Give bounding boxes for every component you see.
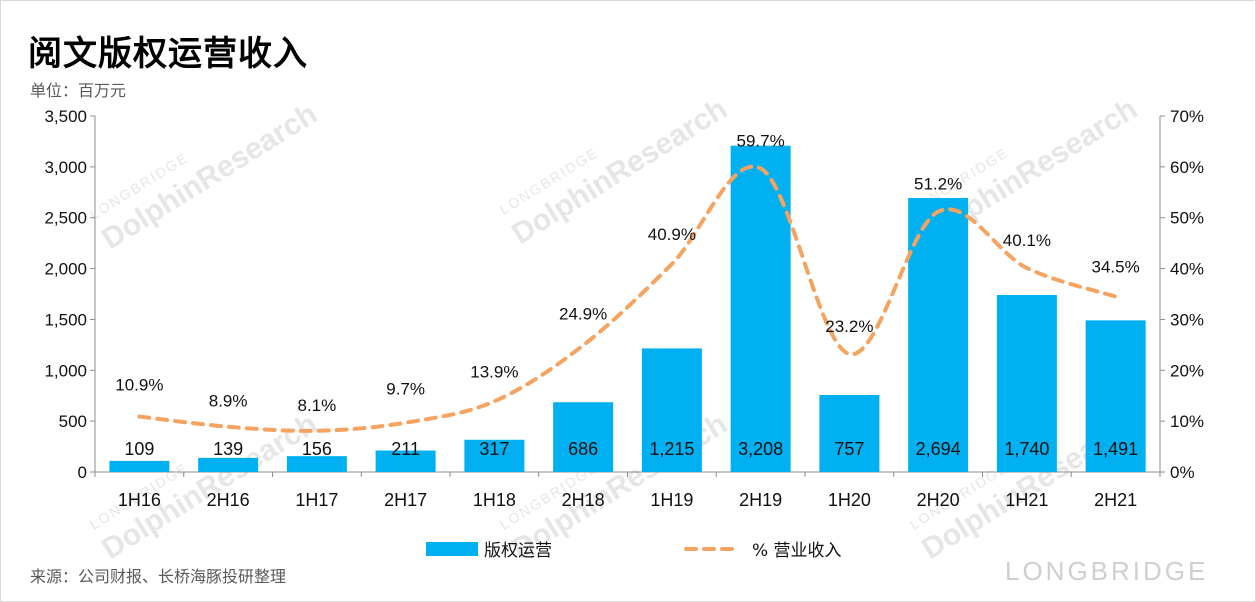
x-tick-label: 1H21 [1005,490,1048,510]
bar-value-label: 1,740 [1004,439,1049,459]
x-tick-label: 2H20 [917,490,960,510]
legend: 版权运营 % 营业收入 [426,541,842,561]
pct-value-label: 23.2% [825,317,873,336]
axes: 0 500 1,000 1,500 2,000 2,500 3,000 3,500 0% 10% 2… [44,107,1204,482]
pct-value-label: 10.9% [115,376,163,395]
y-tick-label: 3,000 [44,158,87,177]
y2-tick-label: 30% [1170,310,1204,329]
bar-value-label: 139 [213,439,243,459]
bar-1H16 [109,460,170,472]
x-tick-label: 2H16 [207,490,250,510]
longbridge-logo: LONGBRIDGE [1005,556,1209,586]
pct-value-label: 40.9% [648,225,696,244]
y2-tick-label: 60% [1170,158,1204,177]
bar-value-label: 1,491 [1093,439,1138,459]
y2-tick-label: 0% [1170,463,1195,482]
bar-value-label: 156 [302,439,332,459]
pct-value-label: 24.9% [559,304,607,323]
y-tick-label: 1,000 [44,361,87,380]
source-note: 来源：公司财报、长桥海豚投研整理 [30,567,287,586]
y-tick-label: 1,500 [44,310,87,329]
bar-2H20 [908,197,969,472]
x-axis-labels: 1H16 2H16 1H17 2H17 1H18 2H18 1H19 2H19 1H20 2H20… [118,490,1137,510]
bar-2H21 [1085,320,1146,472]
pct-value-label: 34.5% [1092,258,1140,277]
bar-2H17 [375,450,436,472]
bar-value-label: 686 [568,439,598,459]
y-tick-label: 2,000 [44,260,87,279]
bar-1H17 [286,456,347,472]
bar-2H16 [198,457,259,472]
bar-2H19 [730,145,791,473]
bar-2H18 [553,402,614,472]
bar-value-label: 3,208 [738,439,783,459]
bar-1H19 [641,348,702,472]
line-labels: 10.9% 8.9% 8.1% 9.7% 13.9% 24.9% 40.9% 59.7% 23.… [115,131,1139,414]
x-tick-label: 2H21 [1094,490,1137,510]
pct-value-label: 13.9% [470,362,518,381]
bar-value-label: 211 [391,439,420,459]
x-tick-label: 1H18 [473,490,516,510]
pct-value-label: 8.9% [209,392,248,411]
watermark-text: DolphinResearch [96,97,323,256]
bar-value-label: 317 [479,439,509,459]
pct-value-label: 59.7% [737,131,785,150]
bar-1H20 [819,395,880,472]
pct-value-label: 40.1% [1003,231,1051,250]
legend-line-label: % 营业收入 [752,541,842,561]
y-tick-label: 2,500 [44,209,87,228]
bar-value-label: 2,694 [916,439,961,459]
unit-label: 单位：百万元 [30,81,127,100]
x-tick-label: 2H17 [384,490,427,510]
y-tick-label: 3,500 [44,107,87,126]
legend-bar-label: 版权运营 [484,541,552,561]
pct-value-label: 51.2% [914,175,962,194]
bar-value-label: 757 [834,439,864,459]
x-tick-label: 2H18 [562,490,605,510]
chart-title: 阅文版权运营收入 [28,34,308,74]
x-tick-label: 2H19 [739,490,782,510]
bar-value-label: 109 [124,439,154,459]
y2-tick-label: 10% [1170,412,1204,431]
x-tick-label: 1H16 [118,490,161,510]
line-series [137,164,1118,433]
y-tick-label: 0 [78,463,87,482]
y2-tick-label: 70% [1170,107,1204,126]
x-tick-label: 1H19 [650,490,693,510]
y-tick-label: 500 [59,412,87,431]
pct-revenue-line [137,164,1118,433]
bar-labels: 109 139 156 211 317 686 1,215 3,208 757 2,694 1,74… [124,439,1138,459]
pct-value-label: 9.7% [386,380,425,399]
legend-bar-swatch [426,542,478,556]
bar-value-label: 1,215 [649,439,694,459]
bar-1H21 [996,295,1057,472]
y2-tick-label: 40% [1170,260,1204,279]
y2-tick-label: 20% [1170,361,1204,380]
bar-series [109,145,1146,473]
x-tick-label: 1H20 [828,490,871,510]
bar-1H18 [464,439,525,472]
x-tick-label: 1H17 [295,490,338,510]
pct-value-label: 8.1% [298,396,337,415]
y2-tick-label: 50% [1170,209,1204,228]
